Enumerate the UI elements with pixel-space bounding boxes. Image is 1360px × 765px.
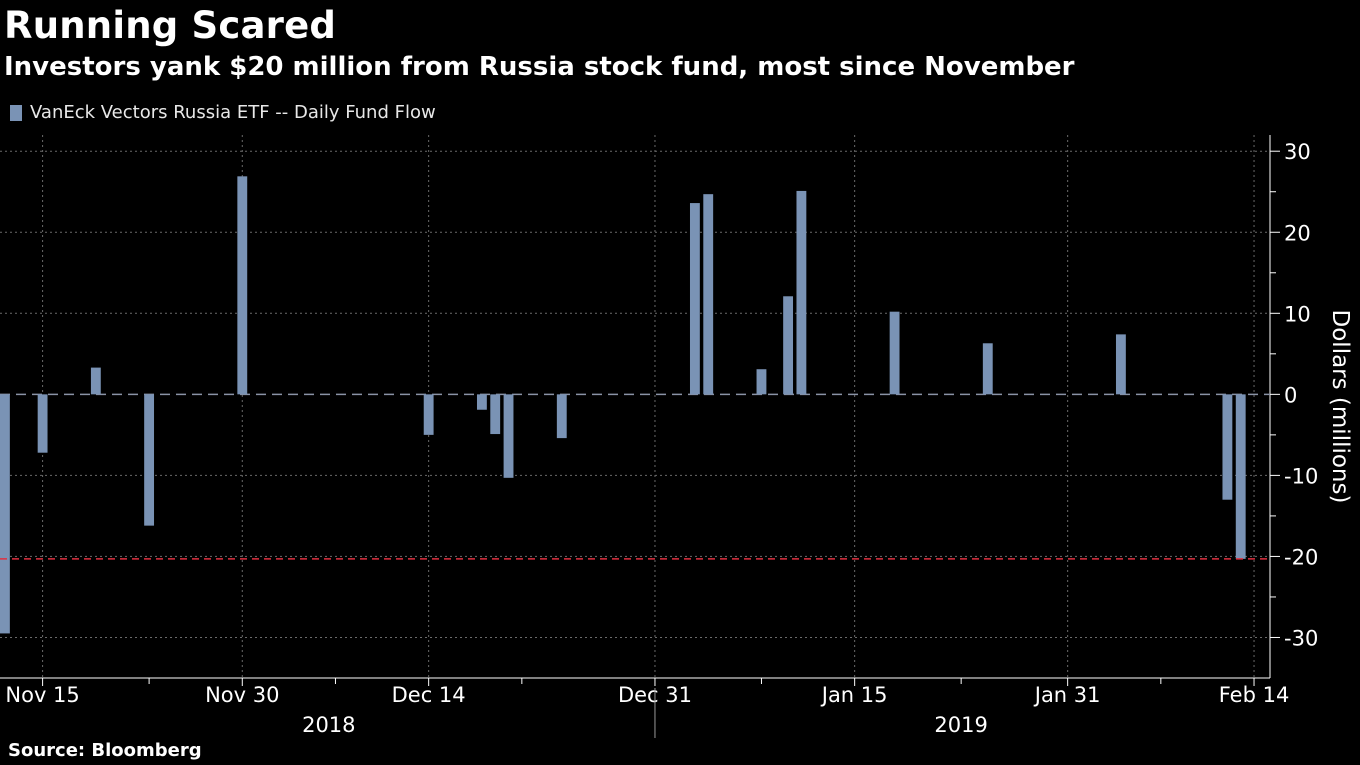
bar xyxy=(37,394,48,453)
y-tick-label: 0 xyxy=(1284,383,1297,407)
bar xyxy=(756,369,767,395)
y-tick-label: -10 xyxy=(1284,464,1318,488)
year-label: 2019 xyxy=(934,713,987,737)
bar xyxy=(796,190,807,395)
legend-label: VanEck Vectors Russia ETF -- Daily Fund … xyxy=(30,102,436,123)
y-tick-label: -20 xyxy=(1284,545,1318,569)
bar xyxy=(144,394,155,526)
bar xyxy=(476,394,487,410)
y-tick-label: 10 xyxy=(1284,302,1311,326)
chart-title: Running Scared xyxy=(4,4,337,47)
y-tick-label: 20 xyxy=(1284,221,1311,245)
x-tick-label: Nov 30 xyxy=(205,683,279,707)
bar xyxy=(237,176,248,395)
legend: VanEck Vectors Russia ETF -- Daily Fund … xyxy=(10,102,436,123)
chart-subtitle: Investors yank $20 million from Russia s… xyxy=(4,52,1075,82)
source-note: Source: Bloomberg xyxy=(8,740,202,761)
x-tick-label: Dec 14 xyxy=(392,683,466,707)
bar xyxy=(503,394,514,478)
x-tick-label: Jan 15 xyxy=(820,683,888,707)
bar xyxy=(423,394,434,435)
bar xyxy=(689,203,700,395)
bar xyxy=(889,311,900,395)
year-label: 2018 xyxy=(302,713,355,737)
bar xyxy=(556,394,567,439)
y-axis-title: Dollars (millions) xyxy=(1327,310,1353,504)
bar xyxy=(1235,394,1246,559)
bar xyxy=(1222,394,1233,500)
y-tick-label: -30 xyxy=(1284,626,1318,650)
bar xyxy=(1115,334,1126,395)
x-tick-label: Feb 14 xyxy=(1219,683,1290,707)
bar xyxy=(982,343,993,395)
bar xyxy=(90,367,101,395)
legend-swatch xyxy=(10,104,22,121)
bar xyxy=(0,394,10,634)
bar xyxy=(703,194,714,395)
y-tick-label: 30 xyxy=(1284,140,1311,164)
x-tick-label: Nov 15 xyxy=(5,683,79,707)
bar xyxy=(490,394,501,435)
bar xyxy=(783,296,794,395)
x-tick-label: Jan 31 xyxy=(1033,683,1101,707)
